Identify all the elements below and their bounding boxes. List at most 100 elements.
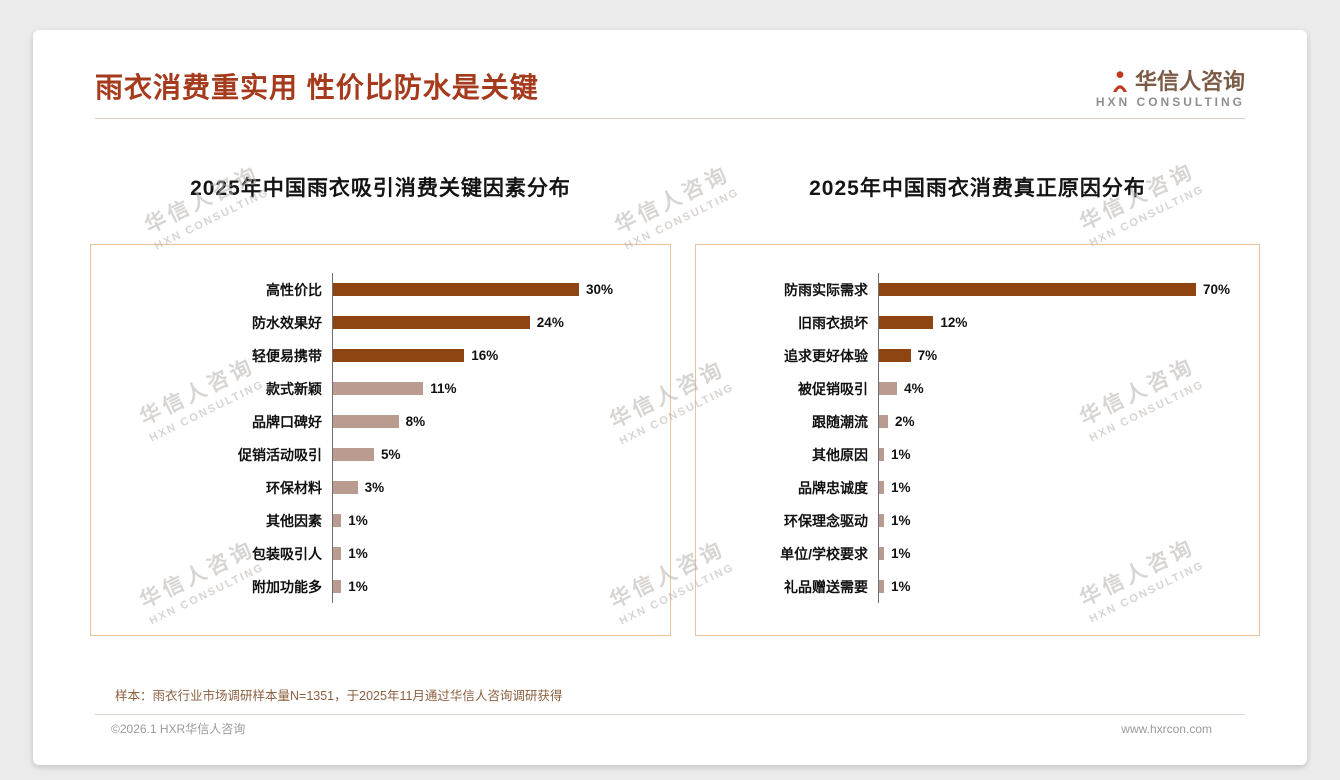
bar-track: 1% [332, 537, 670, 570]
category-label: 品牌忠诚度 [797, 479, 868, 496]
bar [878, 580, 884, 593]
bar-row: 其他原因 1% [696, 438, 1259, 471]
bar-track: 1% [332, 504, 670, 537]
bar-row: 品牌口碑好 8% [91, 405, 670, 438]
value-label: 2% [895, 414, 915, 429]
chart-section-key-factors: 2025年中国雨衣吸引消费关键因素分布 高性价比 30% 防水效果好 24% 轻便易携带… [90, 175, 671, 636]
bar-track: 1% [877, 570, 1259, 603]
header-divider [95, 118, 1245, 119]
footer-divider [95, 714, 1245, 715]
value-label: 1% [890, 546, 911, 561]
bar [333, 415, 399, 428]
bar-row: 单位/学校要求 1% [696, 537, 1259, 570]
value-label: 11% [430, 381, 457, 396]
bar [878, 382, 898, 395]
bar-track: 70% [877, 273, 1259, 306]
bar-track: 11% [332, 372, 670, 405]
page-title: 雨衣消费重实用 性价比防水是关键 [95, 72, 539, 103]
bar [333, 514, 342, 527]
value-label: 30% [586, 282, 614, 297]
chart-title: 2025年中国雨衣吸引消费关键因素分布 [190, 177, 571, 200]
bar-row: 高性价比 30% [91, 273, 670, 306]
bar [878, 547, 884, 560]
value-label: 1% [890, 513, 911, 528]
bar [878, 514, 884, 527]
value-label: 4% [904, 381, 924, 396]
value-label: 24% [536, 315, 564, 330]
value-label: 70% [1202, 282, 1231, 297]
brand-logo: 华信人咨询 HXN CONSULTING [1096, 70, 1245, 109]
category-label: 品牌口碑好 [252, 413, 322, 430]
bar [333, 349, 465, 362]
bar-row: 礼品赠送需要 1% [696, 570, 1259, 603]
bar [878, 316, 934, 329]
value-label: 5% [381, 447, 401, 462]
bar [878, 415, 889, 428]
bar [878, 283, 1196, 296]
bar-row: 跟随潮流 2% [696, 405, 1259, 438]
bar-track: 1% [877, 471, 1259, 504]
bar-row: 品牌忠诚度 1% [696, 471, 1259, 504]
category-label: 款式新颖 [266, 380, 322, 397]
bar-track: 3% [332, 471, 670, 504]
bar-track: 1% [877, 438, 1259, 471]
brand-tagline: HXN CONSULTING [1095, 95, 1245, 109]
category-label: 轻便易携带 [252, 347, 322, 364]
website-text: www.hxrcon.com [1121, 722, 1212, 736]
bar-row: 环保理念驱动 1% [696, 504, 1259, 537]
category-label: 跟随潮流 [811, 413, 868, 430]
bar-track: 7% [877, 339, 1259, 372]
header: 雨衣消费重实用 性价比防水是关键 华信人咨询 HXN CONSULTING [33, 30, 1307, 118]
value-label: 1% [890, 579, 911, 594]
value-label: 12% [940, 315, 968, 330]
bar-row: 被促销吸引 4% [696, 372, 1259, 405]
category-label: 防水效果好 [252, 314, 322, 331]
bar [878, 481, 884, 494]
bar-row: 促销活动吸引 5% [91, 438, 670, 471]
bar-row: 旧雨衣损坏 12% [696, 306, 1259, 339]
bar-row: 其他因素 1% [91, 504, 670, 537]
chart-title: 2025年中国雨衣消费真正原因分布 [809, 177, 1146, 200]
bar-track: 5% [332, 438, 670, 471]
category-label: 附加功能多 [252, 578, 322, 595]
bar-track: 24% [332, 306, 670, 339]
bar-row: 包装吸引人 1% [91, 537, 670, 570]
bar-track: 16% [332, 339, 670, 372]
bar-row: 追求更好体验 7% [696, 339, 1259, 372]
category-label: 旧雨衣损坏 [797, 314, 868, 331]
brand-name: 华信人咨询 [1134, 69, 1245, 94]
value-label: 3% [364, 480, 385, 495]
value-label: 8% [405, 414, 426, 429]
value-label: 1% [348, 513, 368, 528]
value-label: 1% [890, 480, 911, 495]
bar-track: 8% [332, 405, 670, 438]
category-label: 包装吸引人 [252, 545, 322, 562]
bar [333, 448, 374, 461]
value-label: 1% [348, 579, 368, 594]
category-label: 高性价比 [266, 281, 322, 298]
chart-section-real-reasons: 2025年中国雨衣消费真正原因分布 防雨实际需求 70% 旧雨衣损坏 12% 追求更好体… [694, 175, 1260, 636]
brand-icon [1111, 70, 1129, 94]
sample-footnote: 样本：雨衣行业市场调研样本量N=1351，于2025年11月通过华信人咨询调研获… [115, 689, 563, 703]
bar-track: 2% [877, 405, 1259, 438]
value-label: 16% [471, 348, 499, 363]
category-label: 礼品赠送需要 [783, 578, 868, 595]
bar [333, 547, 342, 560]
bar-track: 12% [877, 306, 1259, 339]
bar-row: 防雨实际需求 70% [696, 273, 1259, 306]
bar [878, 349, 911, 362]
value-label: 1% [890, 447, 911, 462]
bar [333, 382, 424, 395]
bar-row: 防水效果好 24% [91, 306, 670, 339]
category-label: 环保理念驱动 [783, 512, 868, 529]
bar-track: 30% [332, 273, 670, 306]
charts-area: 2025年中国雨衣吸引消费关键因素分布 高性价比 30% 防水效果好 24% 轻便易携带… [33, 175, 1307, 636]
copyright-text: ©2026.1 HXR华信人咨询 [111, 722, 246, 736]
bar-row: 轻便易携带 16% [91, 339, 670, 372]
category-label: 追求更好体验 [783, 347, 868, 364]
category-label: 单位/学校要求 [780, 545, 868, 562]
bar [333, 580, 342, 593]
bar [333, 316, 530, 329]
bar-track: 1% [877, 537, 1259, 570]
bar-track: 4% [877, 372, 1259, 405]
